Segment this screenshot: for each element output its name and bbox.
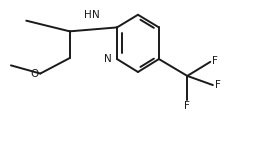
- Text: F: F: [184, 101, 190, 111]
- Text: F: F: [215, 80, 221, 90]
- Text: H: H: [84, 10, 92, 20]
- Text: N: N: [92, 10, 100, 20]
- Text: F: F: [212, 56, 218, 66]
- Text: O: O: [31, 69, 39, 79]
- Text: N: N: [104, 54, 111, 64]
